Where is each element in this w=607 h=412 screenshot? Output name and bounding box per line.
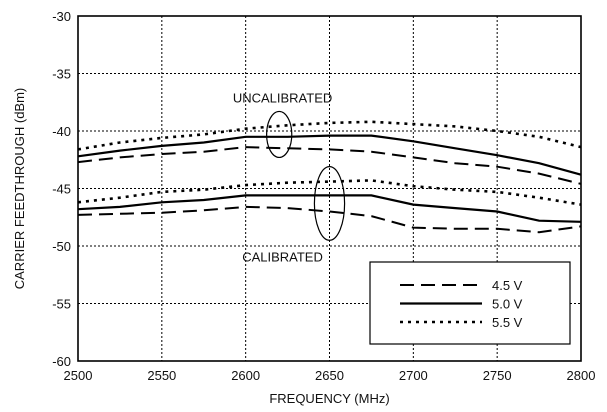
y-tick-label-30: -30 xyxy=(52,9,71,24)
uncalibrated-annotation: UNCALIBRATED xyxy=(233,91,332,106)
x-tick-label-2600: 2600 xyxy=(231,368,260,383)
calibrated-annotation: CALIBRATED xyxy=(242,249,323,264)
series-calibrated-5.0V xyxy=(77,194,582,223)
plot-area-border xyxy=(77,15,582,362)
x-tick-label-2800: 2800 xyxy=(567,368,596,383)
grid-lines xyxy=(78,16,581,361)
x-tick-label-2500: 2500 xyxy=(64,368,93,383)
group-ellipses xyxy=(266,110,346,241)
legend-label-4.5v: 4.5 V xyxy=(492,278,523,293)
y-tick-label-45: -45 xyxy=(52,182,71,197)
legend-label-5.0v: 5.0 V xyxy=(492,297,523,312)
y-tick-label-40: -40 xyxy=(52,124,71,139)
y-axis-label: CARRIER FEEDTHROUGH (dBm) xyxy=(12,88,27,290)
x-tick-label-2750: 2750 xyxy=(483,368,512,383)
series-lines xyxy=(77,120,582,234)
legend: 4.5 V 5.0 V 5.5 V xyxy=(369,261,571,345)
y-tick-label-35: -35 xyxy=(52,67,71,82)
group-ellipse-1 xyxy=(313,166,346,241)
y-tick-label-60: -60 xyxy=(52,354,71,369)
y-tick-label-55: -55 xyxy=(52,297,71,312)
x-tick-label-2550: 2550 xyxy=(147,368,176,383)
series-uncalibrated-5.0V xyxy=(77,134,582,176)
series-calibrated-4.5V xyxy=(77,205,582,234)
x-axis-label: FREQUENCY (MHz) xyxy=(269,391,389,406)
x-tick-label-2650: 2650 xyxy=(315,368,344,383)
axis-ticks: 2500 2550 2600 2650 2700 2750 2800 -30 -35 -40 -45… xyxy=(52,9,595,383)
x-tick-label-2700: 2700 xyxy=(399,368,428,383)
legend-label-5.5v: 5.5 V xyxy=(492,315,523,330)
series-uncalibrated-4.5V xyxy=(77,146,582,185)
group-ellipse-0 xyxy=(266,110,293,159)
y-tick-label-50: -50 xyxy=(52,239,71,254)
